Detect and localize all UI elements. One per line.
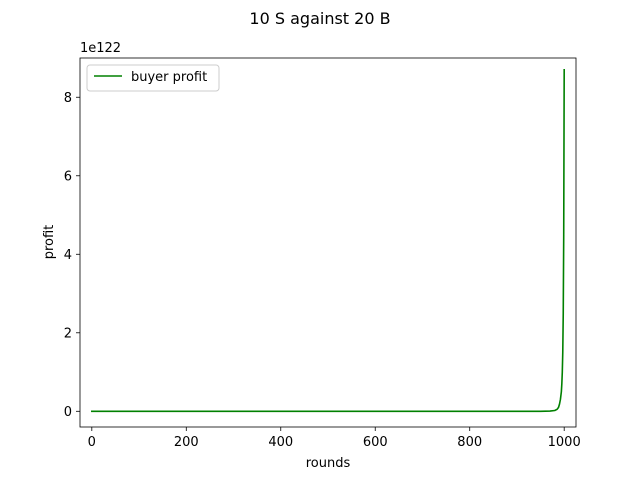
y-axis-ticks: 0 2 4 6 8 — [64, 91, 80, 420]
chart-title: 10 S against 20 B — [249, 9, 390, 28]
y-tick-label: 2 — [64, 326, 72, 341]
y-tick-label: 6 — [64, 169, 72, 184]
y-axis-label: profit — [42, 225, 57, 260]
x-tick-label: 1000 — [548, 435, 581, 450]
legend-box — [86, 64, 220, 92]
x-tick-label: 0 — [88, 435, 96, 450]
y-tick-label: 0 — [64, 405, 72, 420]
x-tick-label: 400 — [268, 435, 293, 450]
x-tick-label: 200 — [174, 435, 199, 450]
x-axis-ticks: 0 200 400 600 800 1000 — [88, 427, 581, 450]
x-axis-label: rounds — [306, 456, 351, 471]
series-line-0 — [91, 68, 565, 413]
legend-label: buyer profit — [131, 70, 207, 85]
plot-frame — [79, 57, 577, 428]
plot-area — [80, 58, 576, 427]
x-tick-label: 600 — [363, 435, 388, 450]
series-group — [91, 68, 565, 413]
y-tick-label: 4 — [64, 248, 72, 263]
legend: buyer profit — [86, 64, 220, 92]
x-tick-label: 800 — [457, 435, 482, 450]
y-tick-label: 8 — [64, 91, 72, 106]
y-offset-text: 1e122 — [80, 41, 121, 56]
